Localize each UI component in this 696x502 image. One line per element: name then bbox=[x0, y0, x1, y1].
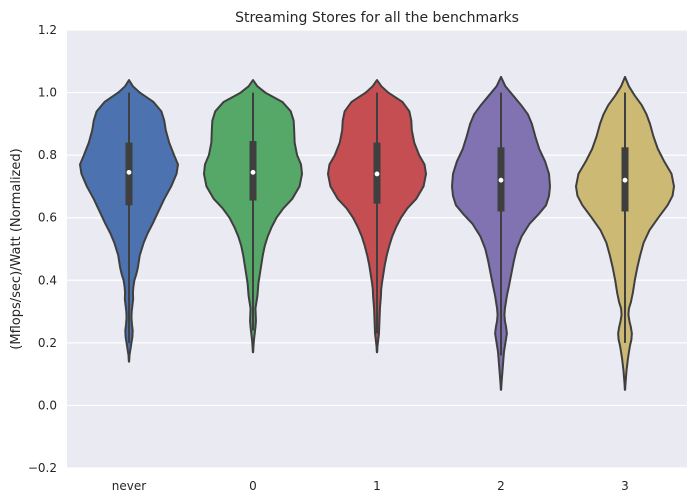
median-point bbox=[374, 171, 380, 177]
y-tick-label: 0.8 bbox=[38, 148, 57, 162]
violin-never bbox=[79, 79, 179, 363]
median-point bbox=[622, 177, 628, 183]
violin-2 bbox=[451, 75, 551, 391]
y-tick-label: 1.2 bbox=[38, 23, 57, 37]
y-axis-title: (Mflops/sec)/Watt (Normalized) bbox=[9, 148, 24, 349]
x-tick-labels: never 0 1 2 3 bbox=[112, 479, 629, 493]
violins bbox=[79, 75, 675, 391]
y-tick-label: 1.0 bbox=[38, 86, 57, 100]
x-tick-label: never bbox=[112, 479, 146, 493]
y-tick-label: 0.0 bbox=[38, 398, 57, 412]
median-point bbox=[126, 169, 132, 175]
x-tick-label: 0 bbox=[249, 479, 257, 493]
violin-0 bbox=[203, 79, 303, 354]
violin-1 bbox=[327, 79, 427, 354]
median-point bbox=[498, 177, 504, 183]
x-tick-label: 2 bbox=[497, 479, 505, 493]
y-tick-label: 0.2 bbox=[38, 336, 57, 350]
y-tick-label: −0.2 bbox=[28, 461, 57, 475]
y-tick-label: 0.6 bbox=[38, 211, 57, 225]
median-point bbox=[250, 169, 256, 175]
x-tick-label: 1 bbox=[373, 479, 381, 493]
chart-title: Streaming Stores for all the benchmarks bbox=[235, 10, 519, 26]
violin-3 bbox=[575, 75, 675, 391]
x-tick-label: 3 bbox=[621, 479, 629, 493]
y-tick-label: 0.4 bbox=[38, 273, 57, 287]
y-tick-labels: −0.2 0.0 0.2 0.4 0.6 0.8 1.0 1.2 bbox=[28, 23, 57, 475]
